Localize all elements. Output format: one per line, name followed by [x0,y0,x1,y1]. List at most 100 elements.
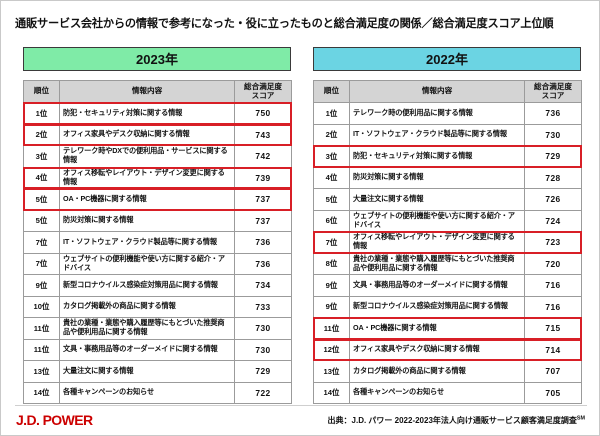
column-header-score-line2: スコア [541,90,565,100]
table-row: 8位 貴社の業種・業態や購入履歴等にもとづいた推奨商品や便利用品に関する情報 720 [313,252,582,275]
cell-description: オフィス移転やレイアウト・デザイン変更に関する情報 [59,166,236,189]
cell-rank: 1位 [313,102,350,125]
table-row: 13位 カタログ掲載外の商品に関する情報 707 [313,360,582,383]
table-row: 11位 文具・事務用品等のオーダーメイドに関する情報 730 [23,338,292,361]
table-row: 10位 カタログ掲載外の商品に関する情報 733 [23,295,292,318]
cell-rank: 2位 [23,123,61,146]
cell-description: カタログ掲載外の商品に関する情報 [59,295,235,318]
cell-rank: 11位 [23,338,60,361]
cell-score: 716 [524,274,582,297]
table-row: 5位 防災対策に関する情報 737 [23,209,292,232]
jd-power-logo: J.D. POWER [16,412,93,428]
cell-rank: 4位 [23,166,61,189]
rank-table-2023-body: 1位 防犯・セキュリティ対策に関する情報 750 2位 オフィス家具やデスク収納に関する… [23,102,293,404]
cell-description: テレワーク時やDXでの便利用品・サービスに関する情報 [59,145,235,168]
table-row: 9位 新型コロナウイルス感染症対策用品に関する情報 716 [313,295,582,318]
table-row: 4位 オフィス移転やレイアウト・デザイン変更に関する情報 739 [23,166,293,189]
cell-score: 750 [234,102,293,125]
cell-rank: 2位 [313,123,350,146]
cell-rank: 14位 [313,381,350,404]
cell-rank: 5位 [313,188,350,211]
cell-description: 貴社の業種・業態や購入履歴等にもとづいた推奨商品や便利用品に関する情報 [59,317,235,340]
table-row: 9位 文具・事務用品等のオーダーメイドに関する情報 716 [313,274,582,297]
cell-score: 707 [524,360,582,383]
cell-score: 729 [524,145,583,168]
cell-score: 730 [234,317,292,340]
year-banner-2022: 2022年 [313,47,581,71]
cell-description: 各種キャンペーンのお知らせ [59,381,235,404]
table-row: 5位 大量注文に関する情報 726 [313,188,582,211]
rank-table-2022-body: 1位 テレワーク時の便利用品に関する情報 736 2位 IT・ソフトウェア・クラウド製品… [313,102,583,404]
cell-score: 733 [234,295,292,318]
table-row: 14位 各種キャンペーンのお知らせ 722 [23,381,292,404]
table-row: 7位 オフィス移転やレイアウト・デザイン変更に関する情報 723 [313,231,583,254]
cell-rank: 13位 [23,360,60,383]
cell-score: 726 [524,188,582,211]
cell-rank: 7位 [313,231,351,254]
cell-description: オフィス家具やデスク収納に関する情報 [349,338,526,361]
column-header-score: 総合満足度 スコア [524,80,582,103]
panel-2023: 2023年 順位 情報内容 総合満足度 スコア 1位 防犯・セキュリティ対策に関す… [23,47,293,404]
table-row: 13位 大量注文に関する情報 729 [23,360,292,383]
table-header-row: 順位 情報内容 総合満足度 スコア [313,80,582,103]
source-note: 出典：J.D. パワー 2022-2023年法人向け通販サービス顧客満足度調査S… [328,415,585,426]
cell-rank: 5位 [23,188,61,211]
cell-description: オフィス家具やデスク収納に関する情報 [59,123,236,146]
cell-rank: 1位 [23,102,61,125]
cell-description: 文具・事務用品等のオーダーメイドに関する情報 [59,338,235,361]
cell-rank: 9位 [23,274,60,297]
cell-description: 大量注文に関する情報 [349,188,525,211]
cell-rank: 11位 [313,317,351,340]
cell-rank: 3位 [23,145,60,168]
cell-description: 各種キャンペーンのお知らせ [349,381,525,404]
column-header-score: 総合満足度 スコア [234,80,292,103]
service-mark-symbol: SM [576,415,585,422]
cell-rank: 13位 [313,360,350,383]
cell-rank: 4位 [313,166,350,189]
table-row: 3位 テレワーク時やDXでの便利用品・サービスに関する情報 742 [23,145,292,168]
source-note-text: 出典：J.D. パワー 2022-2023年法人向け通販サービス顧客満足度調査 [327,416,577,425]
table-header-row: 順位 情報内容 総合満足度 スコア [23,80,292,103]
cell-description: 防災対策に関する情報 [349,166,525,189]
cell-description: 文具・事務用品等のオーダーメイドに関する情報 [349,274,525,297]
cell-score: 737 [234,209,292,232]
cell-rank: 14位 [23,381,60,404]
cell-description: IT・ソフトウェア・クラウド製品等に関する情報 [349,123,525,146]
cell-description: 新型コロナウイルス感染症対策用品に関する情報 [349,295,525,318]
table-row: 4位 防災対策に関する情報 728 [313,166,582,189]
table-row: 2位 オフィス家具やデスク収納に関する情報 743 [23,123,293,146]
table-row: 7位 IT・ソフトウェア・クラウド製品等に関する情報 736 [23,231,292,254]
cell-score: 723 [524,231,583,254]
table-row: 11位 貴社の業種・業態や購入履歴等にもとづいた推奨商品や便利用品に関する情報 73… [23,317,292,340]
cell-score: 736 [234,231,292,254]
cell-description: 防犯・セキュリティ対策に関する情報 [59,102,236,125]
cell-score: 720 [524,252,582,275]
cell-rank: 7位 [23,252,60,275]
cell-rank: 5位 [23,209,60,232]
cell-score: 730 [524,123,582,146]
table-row: 3位 防犯・セキュリティ対策に関する情報 729 [313,145,583,168]
cell-description: OA・PC機器に関する情報 [349,317,526,340]
column-header-score-line1: 総合満足度 [534,81,572,91]
cell-rank: 6位 [313,209,350,232]
cell-description: OA・PC機器に関する情報 [59,188,236,211]
column-header-description: 情報内容 [59,80,235,103]
column-header-score-line2: スコア [251,90,275,100]
table-row: 7位 ウェブサイトの便利機能や使い方に関する紹介・アドバイス 736 [23,252,292,275]
table-row: 1位 テレワーク時の便利用品に関する情報 736 [313,102,582,125]
table-row: 14位 各種キャンペーンのお知らせ 705 [313,381,582,404]
table-row: 1位 防犯・セキュリティ対策に関する情報 750 [23,102,293,125]
table-row: 11位 OA・PC機器に関する情報 715 [313,317,583,340]
cell-score: 722 [234,381,292,404]
table-row: 5位 OA・PC機器に関する情報 737 [23,188,293,211]
year-banner-2023: 2023年 [23,47,291,71]
cell-score: 729 [234,360,292,383]
cell-description: カタログ掲載外の商品に関する情報 [349,360,525,383]
cell-rank: 11位 [23,317,60,340]
cell-score: 728 [524,166,582,189]
column-header-description: 情報内容 [349,80,525,103]
page-title: 通販サービス会社からの情報で参考になった・役に立ったものと総合満足度の関係／総合… [15,18,554,30]
cell-score: 736 [524,102,582,125]
column-header-score-line1: 総合満足度 [244,81,282,91]
